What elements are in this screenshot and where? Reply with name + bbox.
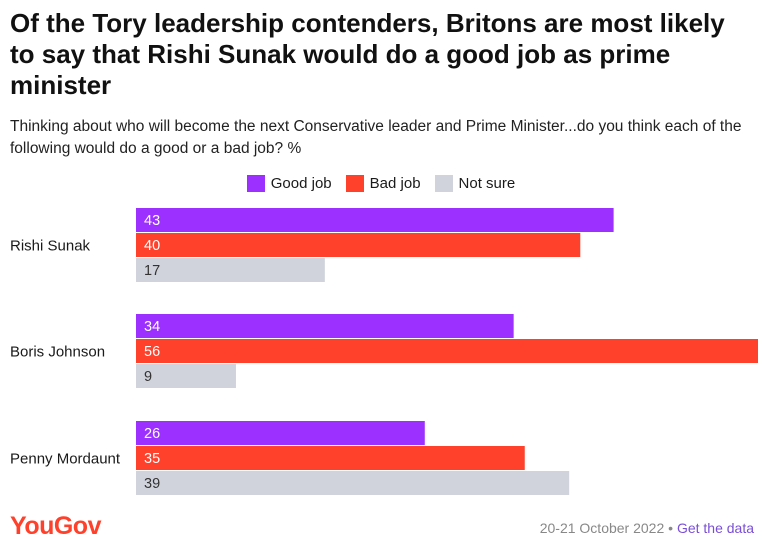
legend-label-not-sure: Not sure [458,174,516,192]
legend-item-good-job: Good job [246,174,332,192]
legend-swatch-not-sure [434,174,453,192]
legend-label-good-job: Good job [270,174,332,192]
category-label-boris-johnson: Boris Johnson [10,344,105,361]
bar-penny-mordaunt-not-sure [136,471,570,495]
category-label-penny-mordaunt: Penny Mordaunt [10,451,121,468]
bar-boris-johnson-not-sure [136,364,236,388]
get-the-data-link[interactable]: Get the data [676,520,754,536]
data-label-penny-mordaunt-good-job: 26 [144,426,160,442]
bar-boris-johnson-good-job [136,314,514,338]
data-label-rishi-sunak-good-job: 43 [144,213,160,229]
footer-date: 20-21 October 2022 [539,520,665,536]
data-label-penny-mordaunt-bad-job: 35 [144,451,160,467]
bar-rishi-sunak-bad-job [136,233,581,257]
legend-label-bad-job: Bad job [369,174,421,192]
legend-item-bad-job: Bad job [345,174,421,192]
data-label-boris-johnson-good-job: 34 [144,319,160,335]
data-label-rishi-sunak-not-sure: 17 [144,263,160,279]
bar-rishi-sunak-good-job [136,208,614,232]
data-label-boris-johnson-bad-job: 56 [144,344,160,360]
data-label-boris-johnson-not-sure: 9 [144,369,152,385]
footer-separator: • [668,520,674,536]
bar-penny-mordaunt-bad-job [136,446,525,470]
legend-swatch-bad-job [345,174,364,192]
chart-title: Of the Tory leadership contenders, Brito… [10,8,725,100]
yougov-logo: YouGov [10,512,101,540]
bar-penny-mordaunt-good-job [136,421,425,445]
data-label-rishi-sunak-bad-job: 40 [144,238,160,254]
legend-swatch-good-job [246,174,265,192]
bar-rishi-sunak-not-sure [136,258,325,282]
category-label-rishi-sunak: Rishi Sunak [10,238,91,255]
data-label-penny-mordaunt-not-sure: 39 [144,476,160,492]
chart-legend: Good job Bad job Not sure [0,172,762,194]
footer-source: 20-21 October 2022 • Get the data [540,520,754,536]
legend-item-not-sure: Not sure [434,174,516,192]
bar-boris-johnson-bad-job [136,339,758,363]
chart-subtitle: Thinking about who will become the next … [10,118,742,157]
